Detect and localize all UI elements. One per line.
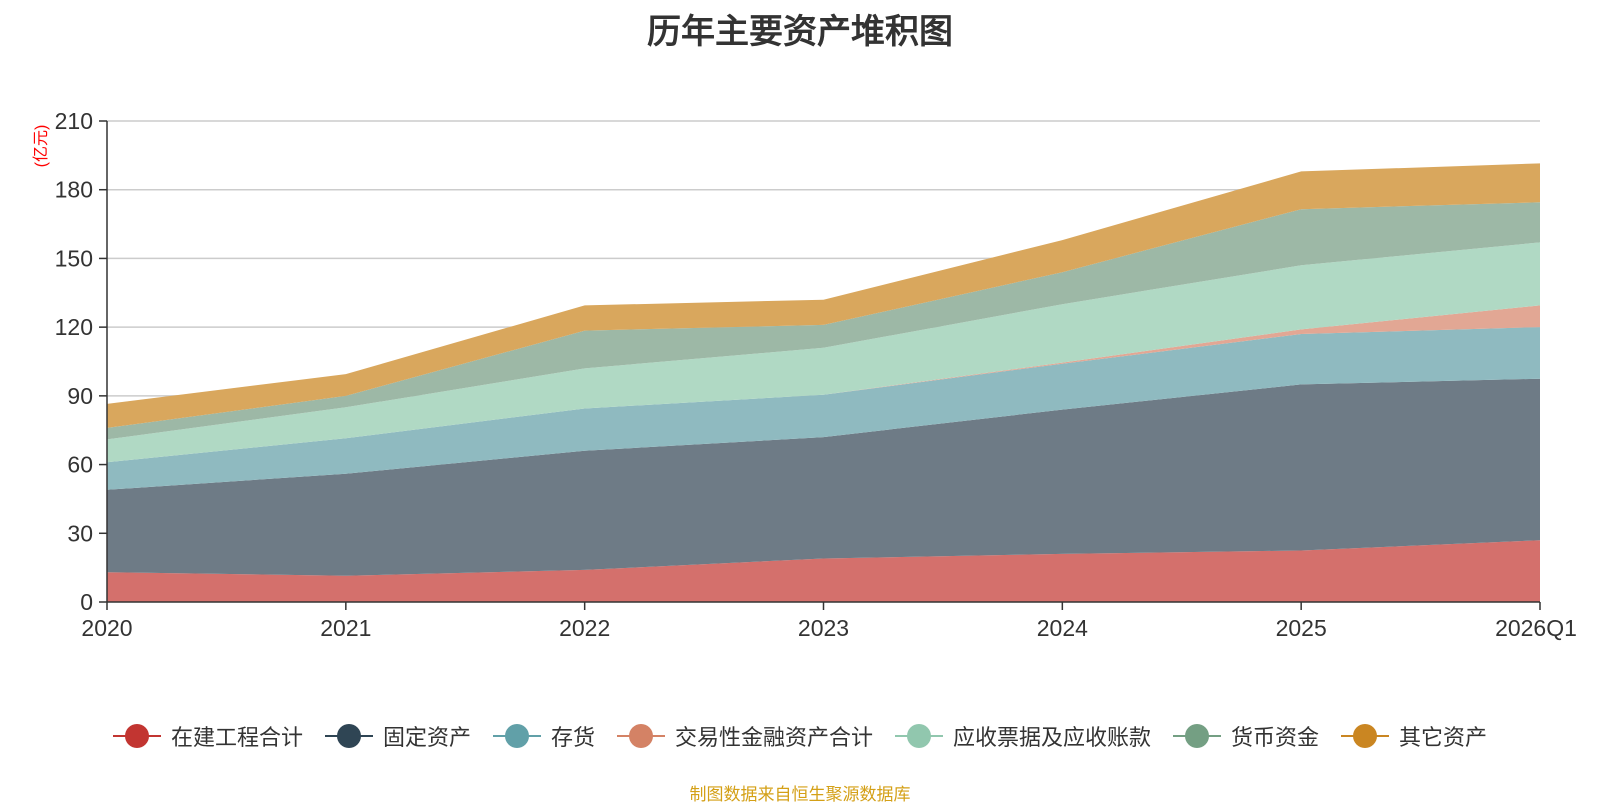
- legend-label: 其它资产: [1399, 726, 1488, 751]
- area-series-1: [107, 378, 1540, 576]
- legend-item[interactable]: 存货: [492, 720, 595, 752]
- area-series-3: [107, 305, 1540, 463]
- legend-marker-icon: [112, 724, 161, 748]
- legend-label: 货币资金: [1231, 726, 1320, 751]
- legend-label: 在建工程合计: [170, 726, 303, 751]
- x-tick-label: 2021: [320, 615, 371, 641]
- legend-marker-icon: [492, 724, 541, 748]
- area-series-0: [107, 540, 1540, 602]
- x-tick-label: 2023: [798, 615, 849, 641]
- legend-item[interactable]: 其它资产: [1341, 720, 1487, 752]
- chart-title: 历年主要资产堆积图: [647, 12, 953, 52]
- legend-item[interactable]: 应收票据及应收账款: [895, 720, 1151, 752]
- legend-marker-icon: [1341, 724, 1390, 748]
- area-series-6: [107, 163, 1540, 428]
- legend-item[interactable]: 固定资产: [324, 720, 471, 752]
- legend-item[interactable]: 在建工程合计: [112, 720, 303, 752]
- legend: 在建工程合计 固定资产 存货 交易性金融资产合计 应收票据及应收账款 货币资金 其它资产: [0, 718, 1600, 754]
- legend-marker-icon: [324, 724, 373, 748]
- x-tick-label: 2026Q1: [1495, 615, 1577, 641]
- area-series-4: [107, 242, 1540, 463]
- source-note: 制图数据来自恒生聚源数据库: [689, 785, 911, 805]
- y-tick-label: 0: [80, 589, 93, 615]
- x-tick-label: 2022: [559, 615, 610, 641]
- y-tick-label: 60: [67, 452, 93, 478]
- legend-marker-icon: [895, 724, 943, 748]
- legend-label: 存货: [550, 726, 595, 751]
- y-tick-label: 180: [55, 177, 93, 203]
- legend-label: 应收票据及应收账款: [953, 726, 1152, 751]
- area-series-5: [107, 202, 1540, 440]
- y-tick-label: 210: [55, 108, 93, 134]
- y-tick-label: 90: [67, 383, 93, 409]
- area-series-2: [107, 327, 1540, 490]
- y-tick-label: 150: [55, 245, 93, 271]
- legend-marker-icon: [1173, 724, 1222, 748]
- y-tick-label: 30: [67, 520, 93, 546]
- legend-item[interactable]: 交易性金融资产合计: [616, 720, 873, 752]
- legend-marker-icon: [616, 724, 665, 748]
- legend-label: 固定资产: [382, 726, 471, 751]
- x-tick-label: 2024: [1037, 615, 1088, 641]
- x-tick-label: 2020: [81, 615, 132, 641]
- legend-item[interactable]: 货币资金: [1173, 720, 1319, 752]
- legend-label: 交易性金融资产合计: [674, 726, 873, 751]
- y-axis-unit-label: (亿元): [32, 125, 50, 168]
- x-tick-label: 2025: [1276, 615, 1327, 641]
- y-tick-label: 120: [55, 314, 93, 340]
